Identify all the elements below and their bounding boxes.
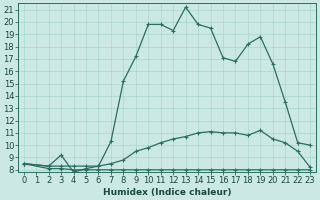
X-axis label: Humidex (Indice chaleur): Humidex (Indice chaleur) — [103, 188, 231, 197]
